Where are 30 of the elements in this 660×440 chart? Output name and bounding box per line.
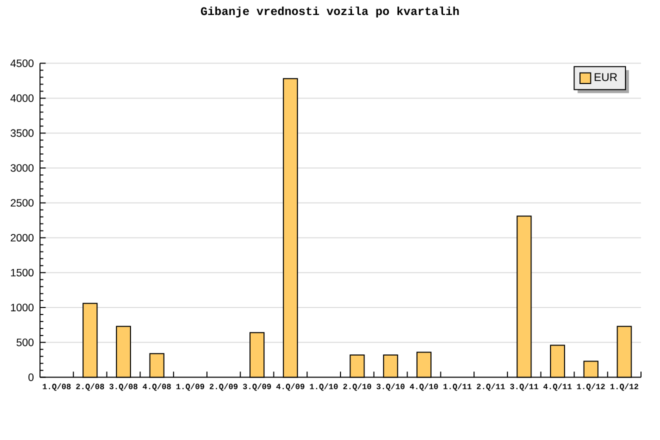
x-tick-label: 1.Q/12 [577, 383, 605, 391]
x-tick-label: 1.Q/11 [444, 383, 472, 391]
x-tick-label: 2.Q/08 [76, 383, 104, 391]
y-tick-label: 500 [16, 338, 34, 346]
y-tick-label: 3000 [10, 164, 34, 172]
legend-label: EUR [594, 73, 617, 82]
x-tick-label: 2.Q/10 [343, 383, 372, 391]
x-tick-label: 4.Q/09 [276, 383, 304, 391]
x-tick-label: 1.Q/08 [42, 383, 71, 391]
y-tick-label: 4500 [10, 60, 34, 68]
y-tick-label: 1000 [11, 304, 34, 312]
x-tick-label: 2.Q/09 [210, 383, 238, 391]
y-tick-label: 2500 [10, 199, 34, 207]
y-tick-label: 4000 [10, 94, 34, 102]
y-tick-label: 1500 [11, 268, 34, 276]
x-tick-label: 4.Q/08 [142, 383, 171, 391]
x-tick-label: 4.Q/11 [543, 383, 572, 391]
x-tick-label: 2.Q/11 [476, 383, 505, 391]
y-tick-label: 2000 [10, 234, 34, 242]
x-tick-label: 3.Q/11 [510, 383, 538, 391]
x-tick-label: 1.Q/12 [610, 383, 638, 391]
y-tick-label: 3500 [10, 129, 34, 137]
x-tick-label: 1.Q/09 [176, 383, 204, 391]
chart-title: Gibanje vrednosti vozila po kvartalih [200, 6, 459, 18]
x-tick-label: 3.Q/10 [376, 383, 405, 391]
x-tick-label: 1.Q/10 [310, 383, 338, 391]
x-tick-label: 3.Q/09 [242, 383, 271, 391]
x-tick-label: 3.Q/08 [109, 383, 138, 391]
y-tick-label: 0 [28, 374, 34, 382]
x-tick-label: 4.Q/10 [410, 383, 438, 391]
